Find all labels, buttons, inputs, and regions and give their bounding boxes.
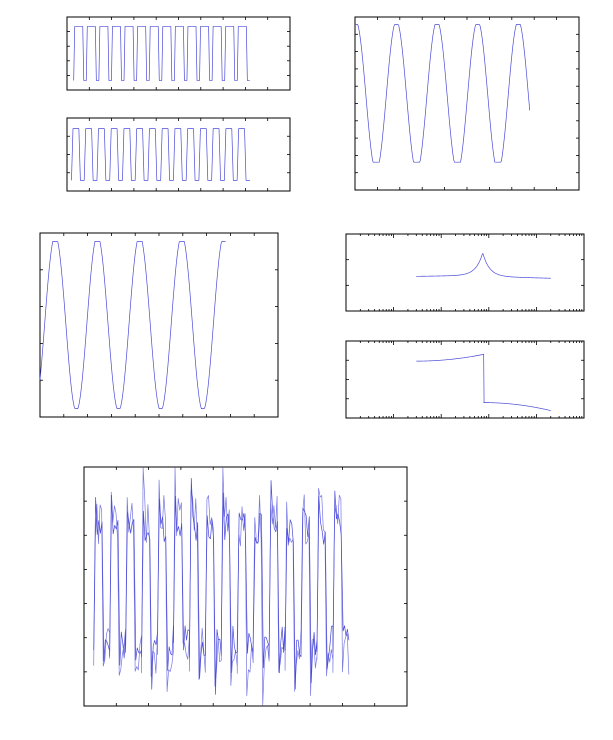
chart-bode-phase [345,340,585,419]
series-line [71,128,250,181]
series-line [355,24,531,163]
chart-square-wave-1 [66,16,291,91]
series-line [39,241,226,409]
series-line [416,253,551,279]
chart-square-wave-2 [66,117,291,192]
series-line [73,26,250,81]
chart-sine-right [354,16,580,191]
axes-frame [345,233,585,312]
chart-bode-magnitude [345,233,585,312]
axes-frame [345,340,585,419]
series-line [416,353,551,411]
axes-frame [66,16,291,91]
chart-sine-left [39,232,279,418]
chart-noisy-square [83,466,408,707]
series-line [93,467,350,706]
axes-frame [39,232,279,418]
